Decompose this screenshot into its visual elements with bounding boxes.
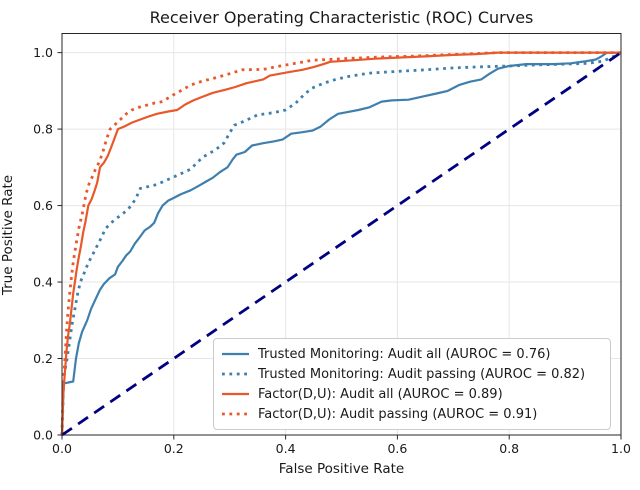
legend-item: Trusted Monitoring: Audit all (AUROC = 0… <box>222 344 602 364</box>
chance-diagonal-curve <box>61 51 622 437</box>
x-axis-label: False Positive Rate <box>278 461 405 477</box>
legend-line-sample <box>222 392 249 396</box>
x-tick-label: 0.4 <box>276 441 296 456</box>
x-tick-label: 0.6 <box>387 441 407 456</box>
y-tick-label: 0.0 <box>33 428 53 443</box>
trusted-monitoring-audit-all-curve <box>60 51 621 436</box>
factor-du-audit-all-curve <box>60 51 621 436</box>
y-tick-label: 0.6 <box>33 198 53 213</box>
axes-spines <box>61 33 622 436</box>
y-tick-label: 0.2 <box>33 351 53 366</box>
y-axis-label: True Positive Rate <box>0 174 16 296</box>
legend-label: Factor(D,U): Audit all (AUROC = 0.89) <box>258 386 503 402</box>
y-tick-label: 0.4 <box>33 275 53 290</box>
trusted-monitoring-audit-passing-curve <box>60 51 622 436</box>
factor-du-audit-passing-curve <box>60 51 621 436</box>
legend-line-sample <box>222 372 249 376</box>
x-tick-label: 1.0 <box>611 441 631 456</box>
legend-item: Factor(D,U): Audit passing (AUROC = 0.91… <box>222 404 602 424</box>
legend-label: Trusted Monitoring: Audit passing (AUROC… <box>258 366 586 382</box>
legend-item: Factor(D,U): Audit all (AUROC = 0.89) <box>222 384 602 404</box>
legend-line-sample <box>222 352 249 356</box>
legend: Trusted Monitoring: Audit all (AUROC = 0… <box>213 338 611 430</box>
legend-label: Factor(D,U): Audit passing (AUROC = 0.91… <box>258 406 538 422</box>
x-tick-label: 0.8 <box>499 441 519 456</box>
legend-label: Trusted Monitoring: Audit all (AUROC = 0… <box>258 346 551 362</box>
chart-title: Receiver Operating Characteristic (ROC) … <box>149 8 534 27</box>
x-tick-label: 0.0 <box>52 441 72 456</box>
x-tick-label: 0.2 <box>164 441 184 456</box>
y-tick-label: 1.0 <box>33 45 53 60</box>
y-tick-label: 0.8 <box>33 122 53 137</box>
legend-line-sample <box>222 412 249 416</box>
legend-item: Trusted Monitoring: Audit passing (AUROC… <box>222 364 602 384</box>
